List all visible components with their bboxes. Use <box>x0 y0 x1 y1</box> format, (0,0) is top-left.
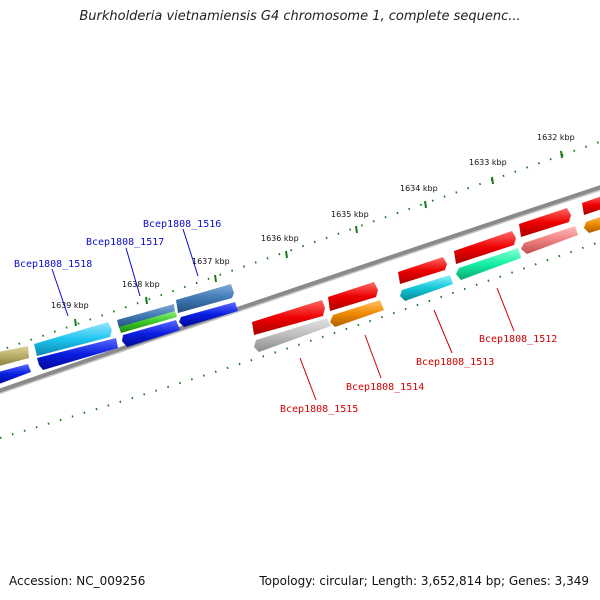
gene-arrow[interactable] <box>176 284 234 313</box>
gene-arrow[interactable] <box>328 282 378 311</box>
scale-label-1634: 1634 kbp <box>400 184 438 193</box>
gene-arrow[interactable] <box>119 311 177 333</box>
gene-arrow[interactable] <box>37 338 118 370</box>
gene-label-1513[interactable]: Bcep1808_1513 <box>416 357 494 368</box>
gene-arrow[interactable] <box>179 302 238 327</box>
gene-arrow[interactable] <box>398 257 447 284</box>
major-ticks <box>74 150 563 327</box>
gene-label-1517[interactable]: Bcep1808_1517 <box>86 237 164 248</box>
gene-label-1514[interactable]: Bcep1808_1514 <box>346 382 424 393</box>
gene-label-1512[interactable]: Bcep1808_1512 <box>479 334 557 345</box>
gene-arrow[interactable] <box>584 215 600 233</box>
scale-label-1633: 1633 kbp <box>469 158 507 167</box>
gene-arrow[interactable] <box>519 208 571 237</box>
gene-arrow[interactable] <box>0 364 31 384</box>
gene-label-1518[interactable]: Bcep1808_1518 <box>14 259 92 270</box>
gene-label-1515[interactable]: Bcep1808_1515 <box>280 404 358 415</box>
scale-label-1632: 1632 kbp <box>537 133 575 142</box>
scale-label-1635: 1635 kbp <box>331 210 369 219</box>
scale-label-1637: 1637 kbp <box>192 257 230 266</box>
gene-label-1516[interactable]: Bcep1808_1516 <box>143 219 221 230</box>
gene-arrow[interactable] <box>34 322 112 356</box>
accession-text: Accession: NC_009256 <box>9 574 146 588</box>
gene-arrow[interactable] <box>400 275 453 301</box>
topology-summary: Topology: circular; Length: 3,652,814 bp… <box>259 574 589 588</box>
map-title: Burkholderia vietnamiensis G4 chromosome… <box>79 9 521 24</box>
gene-arrow[interactable] <box>254 318 331 352</box>
label-leaders <box>51 228 515 401</box>
outer-tick-ring <box>0 140 600 352</box>
gene-arrow[interactable] <box>117 304 175 328</box>
gene-arrow[interactable] <box>582 195 600 215</box>
scale-label-1638: 1638 kbp <box>122 280 160 289</box>
gene-arrow[interactable] <box>122 320 180 347</box>
backbone <box>0 185 600 395</box>
gene-arrow[interactable] <box>521 226 578 254</box>
gene-arrow[interactable] <box>456 248 521 280</box>
bottom-strand-genes <box>0 215 600 384</box>
gene-arrow[interactable] <box>454 231 516 264</box>
gene-labels: Bcep1808_1516 Bcep1808_1517 Bcep1808_151… <box>14 219 557 415</box>
gene-arrow[interactable] <box>330 300 384 327</box>
gene-arrow[interactable] <box>252 300 325 335</box>
top-strand-genes <box>0 195 600 366</box>
scale-labels: 1632 kbp 1633 kbp 1634 kbp 1635 kbp 1636… <box>51 133 575 310</box>
scale-label-1636: 1636 kbp <box>261 234 299 243</box>
gene-arrow[interactable] <box>0 346 29 366</box>
scale-label-1639: 1639 kbp <box>51 301 89 310</box>
